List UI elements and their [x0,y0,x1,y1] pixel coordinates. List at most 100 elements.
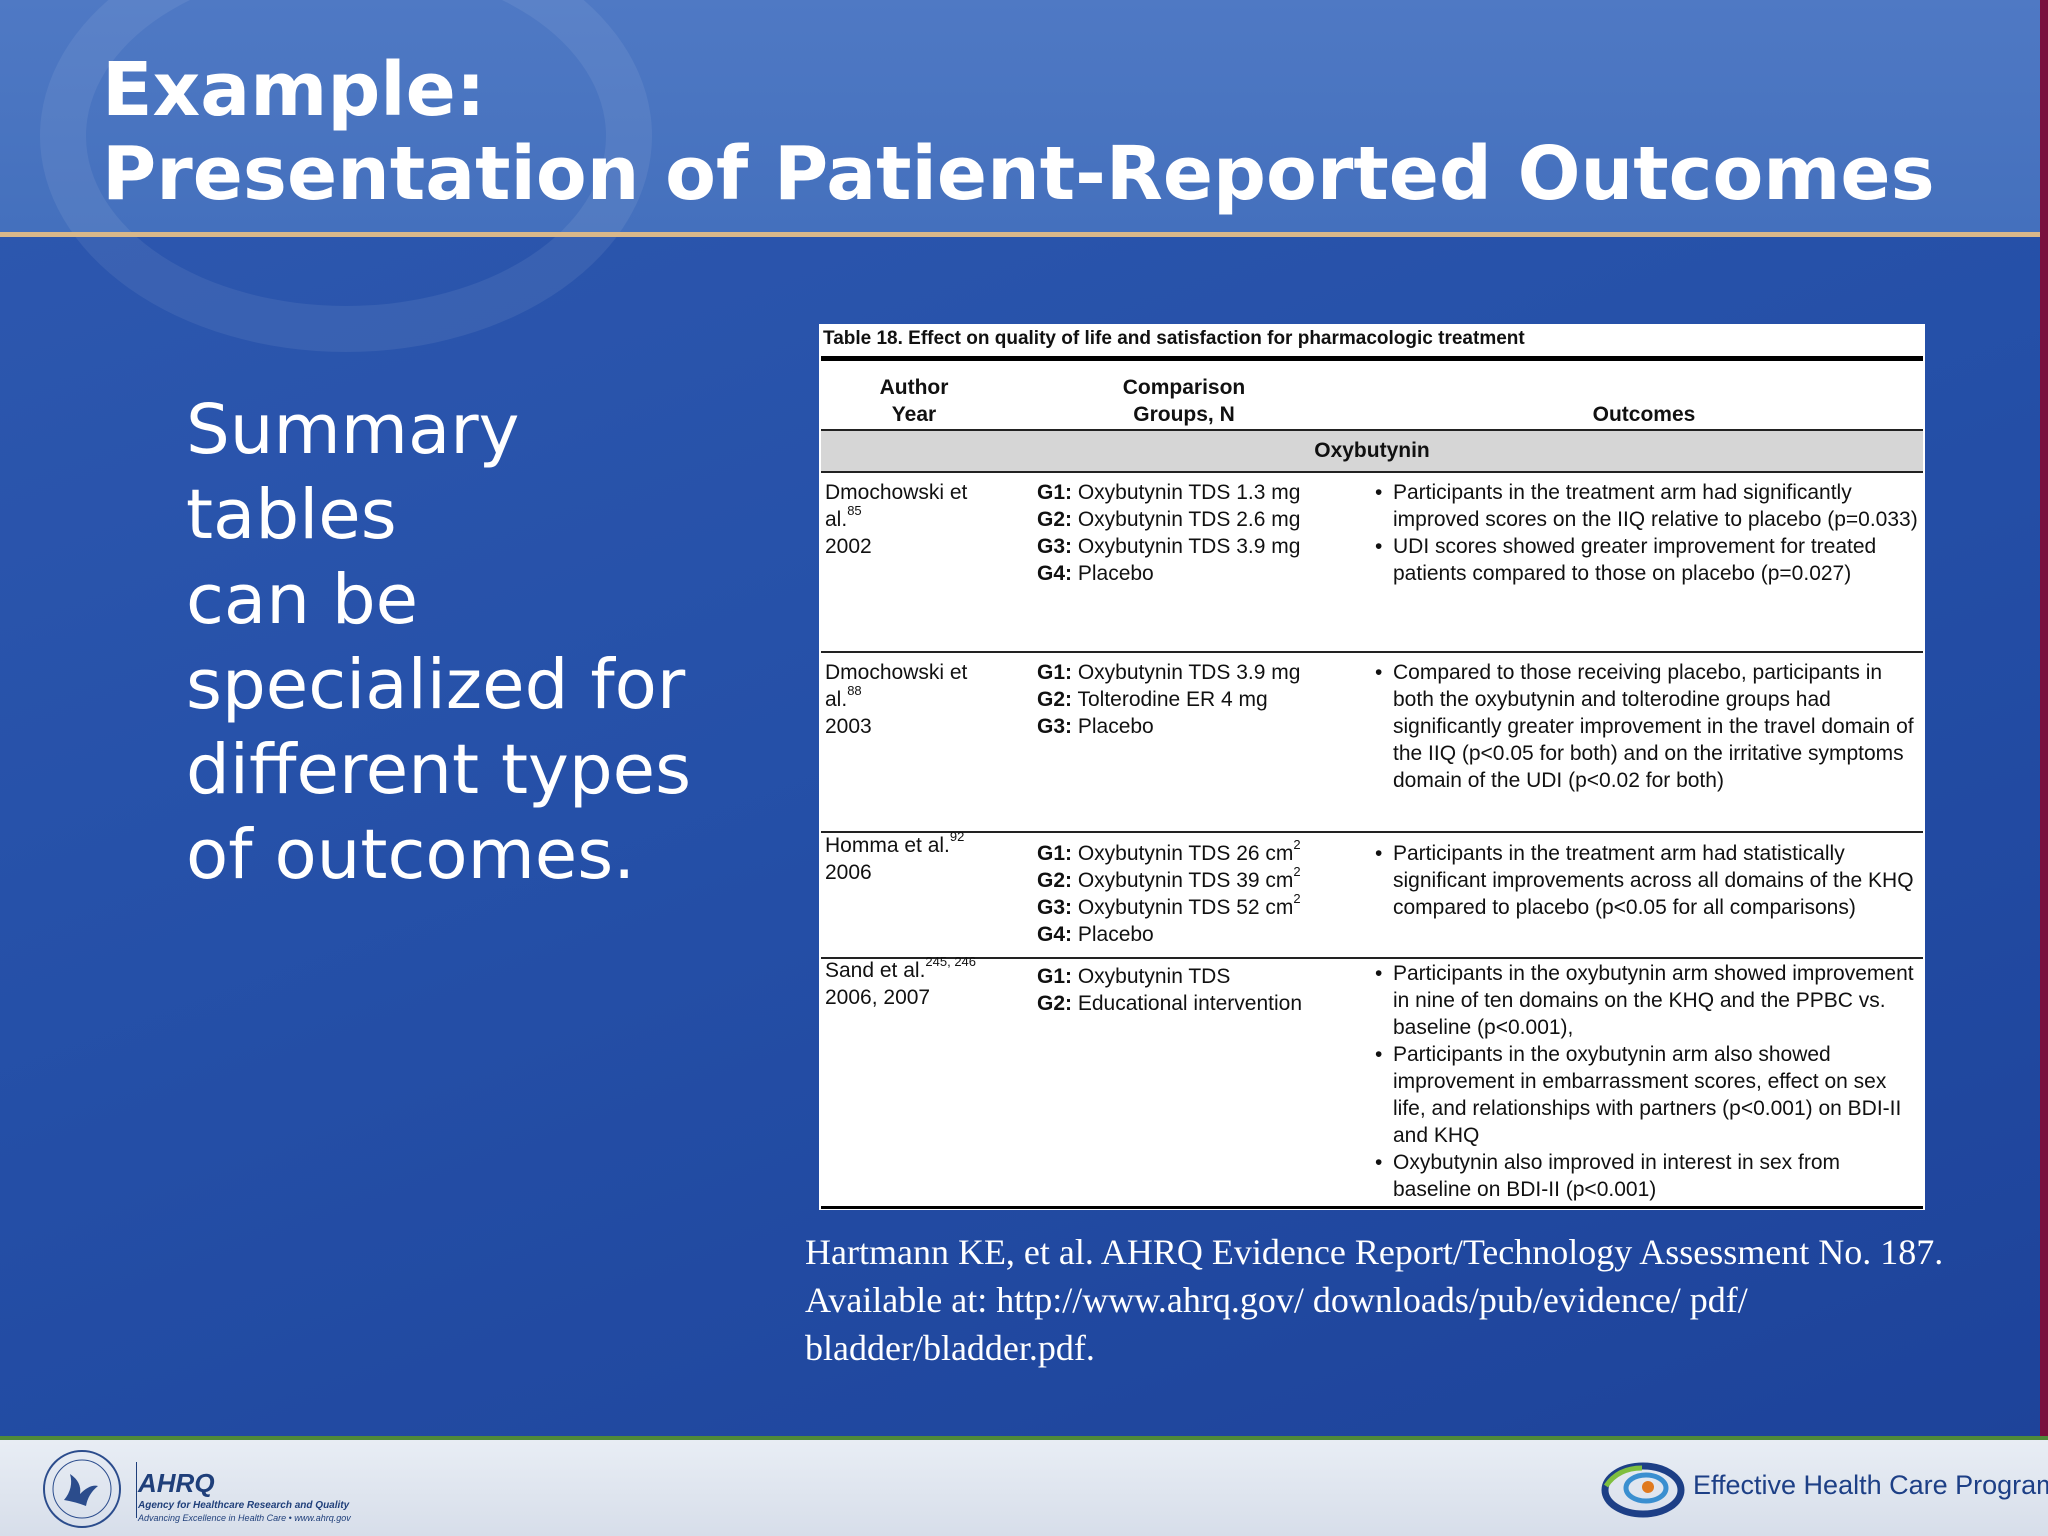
author-year: 2006 [825,861,872,884]
body-line: specialized for [186,645,686,725]
ehc-swirl-icon [1601,1462,1685,1518]
author-name-cont: al. [825,688,848,711]
row-2-outcomes: Compared to those receiving placebo, par… [1375,659,1921,794]
group-line: G1: Oxybutynin TDS 26 cm2 [1037,837,1357,867]
group-id: G4: [1037,923,1073,946]
body-text: Summary tables can be specialized for di… [186,388,746,898]
author-name: Homma et al. [825,834,950,857]
author-year: 2006, 2007 [825,986,931,1009]
outcome-bullet: Participants in the oxybutynin arm also … [1375,1041,1921,1149]
reference-number: 92 [949,829,965,844]
section-rule [821,471,1923,473]
group-line: G3: Oxybutynin TDS 52 cm2 [1037,891,1357,921]
group-desc: Tolterodine ER 4 mg [1072,688,1268,711]
slide-title: Example: Presentation of Patient-Reporte… [102,48,1935,216]
outcome-bullet: Participants in the oxybutynin arm showe… [1375,960,1921,1041]
author-ref-line: al.88 [825,683,1005,713]
ahrq-wordmark: AHRQ [138,1468,215,1498]
group-id: G2: [1037,869,1073,892]
author-ref-line: Homma et al.92 [825,829,1005,859]
footer-divider [0,1436,2048,1440]
slide-edge-bar [2040,0,2048,1536]
group-id: G3: [1037,896,1073,919]
group-id: G2: [1037,688,1073,711]
group-id: G4: [1037,562,1073,585]
group-desc: Oxybutynin TDS 1.3 mg [1072,481,1301,504]
group-desc: Placebo [1072,923,1154,946]
group-desc: Placebo [1072,562,1154,585]
title-line-2: Presentation of Patient-Reported Outcome… [102,131,1935,217]
group-desc: Oxybutynin TDS 3.9 mg [1072,535,1301,558]
group-line: G2: Tolterodine ER 4 mg [1037,686,1347,713]
group-line: G1: Oxybutynin TDS 1.3 mg [1037,479,1347,506]
header-author-line1: Author [879,376,949,399]
superscript: 2 [1293,891,1301,906]
group-id: G2: [1037,508,1073,531]
row-rule [821,957,1923,959]
header-groups-line2: Groups, N [1133,403,1235,426]
table-bottom-rule [821,1206,1923,1209]
hhs-seal-icon [43,1450,121,1528]
author-ref-line: al.85 [825,503,1005,533]
group-desc: Oxybutynin TDS 2.6 mg [1072,508,1301,531]
group-line: G2: Oxybutynin TDS 39 cm2 [1037,864,1357,894]
reference-number: 245, 246 [925,954,977,969]
group-desc: Oxybutynin TDS 3.9 mg [1072,661,1301,684]
group-id: G2: [1037,992,1073,1015]
group-line: G4: Placebo [1037,921,1357,948]
reference-number: 85 [847,503,862,518]
group-id: G1: [1037,481,1073,504]
reference-number: 88 [847,683,862,698]
group-desc: Oxybutynin TDS 26 cm [1072,842,1294,865]
group-line: G2: Oxybutynin TDS 2.6 mg [1037,506,1347,533]
group-line: G1: Oxybutynin TDS [1037,963,1357,990]
header-rule [821,429,1923,431]
group-desc: Oxybutynin TDS 52 cm [1072,896,1294,919]
header-author-line2: Year [891,403,937,426]
row-2-groups: G1: Oxybutynin TDS 3.9 mg G2: Tolterodin… [1037,659,1347,740]
body-line: different types [186,730,692,810]
header-band [0,0,2048,352]
group-id: G1: [1037,965,1073,988]
citation: Hartmann KE, et al. AHRQ Evidence Report… [805,1232,1944,1368]
row-1-outcomes: Participants in the treatment arm had si… [1375,479,1921,587]
outcome-bullet: Compared to those receiving placebo, par… [1375,659,1921,794]
author-name: Dmochowski et [825,481,968,504]
ahrq-tagline-2: Advancing Excellence in Health Care • ww… [138,1513,351,1523]
group-line: G3: Placebo [1037,713,1347,740]
outcome-bullet: Oxybutynin also improved in interest in … [1375,1149,1921,1203]
group-id: G1: [1037,842,1073,865]
row-rule [821,831,1923,833]
row-1-author: Dmochowski et al.85 2002 [825,479,1005,560]
group-id: G3: [1037,535,1073,558]
group-id: G1: [1037,661,1073,684]
row-4-outcomes: Participants in the oxybutynin arm showe… [1375,960,1921,1203]
header-groups-line1: Comparison [1122,376,1246,399]
row-4-groups: G1: Oxybutynin TDS G2: Educational inter… [1037,963,1357,1017]
group-line: G4: Placebo [1037,560,1347,587]
group-line: G1: Oxybutynin TDS 3.9 mg [1037,659,1347,686]
group-line: G2: Educational intervention [1037,990,1357,1017]
author-name: Dmochowski et [825,661,968,684]
header-author: Author Year [859,374,969,428]
outcome-bullet: Participants in the treatment arm had st… [1375,840,1921,921]
row-3-author: Homma et al.92 2006 [825,829,1005,886]
group-line: G3: Oxybutynin TDS 3.9 mg [1037,533,1347,560]
outcome-bullet: UDI scores showed greater improvement fo… [1375,533,1921,587]
row-rule [821,651,1923,653]
group-desc: Oxybutynin TDS [1072,965,1231,988]
body-line: Summary tables [186,390,520,555]
row-4-author: Sand et al.245, 246 2006, 2007 [825,954,1025,1011]
author-ref-line: Sand et al.245, 246 [825,954,1025,984]
superscript: 2 [1293,864,1301,879]
superscript: 2 [1293,837,1301,852]
section-oxybutynin: Oxybutynin [821,431,1923,471]
summary-table: Table 18. Effect on quality of life and … [819,324,1925,1210]
author-name: Sand et al. [825,959,926,982]
footer-band [0,1436,2048,1536]
author-name-cont: al. [825,508,848,531]
group-id: G3: [1037,715,1073,738]
ahrq-tagline: Agency for Healthcare Research and Quali… [138,1500,350,1511]
group-desc: Educational intervention [1072,992,1303,1015]
